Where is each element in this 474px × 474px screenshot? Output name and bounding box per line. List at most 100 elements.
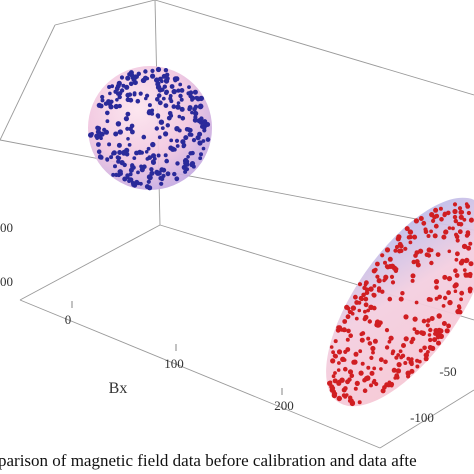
sphere-point (117, 156, 122, 160)
ellipsoid-point (452, 202, 458, 207)
sphere-point (128, 167, 134, 173)
ellipsoid-point (363, 314, 369, 320)
ellipsoid-point (463, 258, 469, 264)
sphere-point (128, 177, 134, 183)
ellipsoid-point (339, 327, 344, 332)
sphere-point (193, 110, 199, 117)
sphere-surface (88, 66, 212, 190)
ellipsoid-point (370, 345, 376, 352)
sphere-point (156, 93, 162, 98)
sphere-point (198, 156, 203, 161)
ellipsoid-point (421, 220, 427, 226)
ellipsoid-point (404, 226, 410, 232)
sphere-point (169, 113, 174, 118)
x-axis-label: Bx (109, 380, 128, 397)
ellipsoid-point (333, 339, 338, 344)
ellipsoid-point (358, 295, 364, 301)
sphere-point (100, 94, 105, 100)
ellipsoid-point (343, 386, 348, 391)
ellipsoid-point (438, 206, 443, 211)
ellipsoid-point (455, 238, 460, 243)
ellipsoid-point (364, 280, 369, 286)
ellipsoid-point (389, 274, 395, 279)
sphere-point (187, 128, 192, 133)
sphere-point (181, 164, 187, 170)
ellipsoid-point (372, 366, 377, 371)
ellipsoid-point (351, 359, 357, 365)
ellipsoid-point (400, 291, 405, 296)
ellipsoid-point (426, 247, 432, 253)
ellipsoid-point (367, 319, 372, 324)
ellipsoid-points (327, 202, 474, 407)
sphere-point (175, 161, 180, 166)
ellipsoid-point (406, 235, 412, 240)
ellipsoid-point (361, 292, 366, 298)
sphere-point (196, 118, 202, 124)
sphere-point (125, 111, 131, 117)
sphere-point (155, 97, 160, 102)
sphere-point (164, 158, 169, 164)
ellipsoid-point (435, 252, 441, 257)
sphere-point (111, 151, 115, 156)
ellipsoid-point (393, 376, 398, 380)
sphere-point (187, 105, 193, 110)
sphere-point (104, 129, 109, 135)
sphere-point (174, 176, 180, 182)
ellipsoid-point (336, 395, 342, 402)
ellipsoid-point (406, 356, 411, 361)
ellipsoid-point (336, 368, 341, 372)
ellipsoid-point (409, 339, 414, 345)
sphere-point (132, 92, 137, 97)
sphere-point (154, 77, 160, 83)
sphere-point (146, 179, 151, 184)
sphere-point (107, 142, 112, 147)
ellipsoid-point (366, 336, 371, 341)
sphere-point (119, 160, 125, 166)
sphere-point (113, 131, 119, 137)
ellipsoid-point (467, 286, 473, 292)
ellipsoid-point (427, 345, 433, 350)
ellipsoid-point (387, 296, 393, 302)
ellipsoid-point (453, 268, 458, 274)
sphere-point (107, 85, 112, 89)
sphere-point (165, 72, 170, 78)
ellipsoid-point (429, 229, 433, 234)
sphere-point (169, 84, 175, 89)
ellipsoid-point (428, 327, 433, 333)
sphere-point (116, 142, 122, 148)
sphere-point (202, 125, 207, 130)
sphere-point (193, 115, 198, 120)
ellipsoid-point (454, 234, 460, 240)
ellipsoid-point (410, 278, 415, 283)
sphere-point (181, 143, 187, 148)
sphere-point (128, 172, 133, 177)
ellipsoid-point (458, 214, 464, 220)
ellipsoid-point (358, 370, 364, 376)
sphere-point (197, 131, 203, 137)
sphere-point (105, 110, 110, 116)
ellipsoid-point (380, 388, 386, 394)
ellipsoid-point (367, 341, 373, 346)
ellipsoid-point (362, 285, 367, 291)
ellipsoid-point (429, 260, 434, 266)
ellipsoid-point (418, 216, 424, 221)
ellipsoid-point (466, 210, 471, 216)
ellipsoid-point (358, 349, 363, 354)
ellipsoid-point (433, 223, 439, 229)
sphere-point (132, 156, 137, 161)
sphere-point (146, 146, 151, 151)
sphere-point (157, 100, 163, 106)
ellipsoid-point (391, 349, 396, 354)
sphere-point (201, 139, 206, 143)
sphere-point (159, 181, 164, 186)
ellipsoid-point (399, 248, 404, 253)
sphere-point (176, 101, 181, 105)
ellipsoid-point (447, 226, 452, 230)
ellipsoid-point (429, 316, 435, 321)
ellipsoid-point (446, 290, 451, 296)
ellipsoid-point (414, 300, 419, 305)
ellipsoid-point (426, 297, 432, 302)
ellipsoid-point (414, 259, 420, 265)
sphere-point (202, 128, 207, 133)
ellipsoid-point (468, 241, 473, 246)
